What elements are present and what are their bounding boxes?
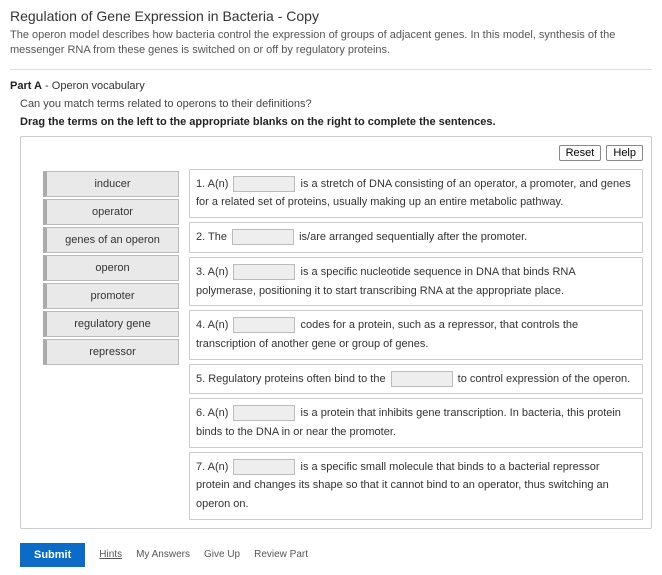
divider	[10, 69, 652, 70]
def-text: 7. A(n)	[196, 461, 231, 473]
blank-7[interactable]	[233, 459, 295, 475]
term-repressor[interactable]: repressor	[43, 339, 179, 365]
def-text: 1. A(n)	[196, 178, 231, 190]
definition-7: 7. A(n) is a specific small molecule tha…	[189, 452, 643, 520]
def-text: 5. Regulatory proteins often bind to the	[196, 373, 389, 385]
help-button[interactable]: Help	[606, 145, 643, 161]
part-label-rest: - Operon vocabulary	[42, 80, 145, 92]
review-part-link[interactable]: Review Part	[254, 549, 308, 560]
blank-2[interactable]	[232, 229, 294, 245]
def-text: to control expression of the operon.	[455, 373, 631, 385]
def-text: 2. The	[196, 231, 230, 243]
instruction-text: Drag the terms on the left to the approp…	[10, 116, 652, 128]
definition-4: 4. A(n) codes for a protein, such as a r…	[189, 310, 643, 359]
def-text: 4. A(n)	[196, 319, 231, 331]
def-text: is/are arranged sequentially after the p…	[296, 231, 527, 243]
term-operator[interactable]: operator	[43, 199, 179, 225]
term-genes-of-an-operon[interactable]: genes of an operon	[43, 227, 179, 253]
blank-4[interactable]	[233, 317, 295, 333]
submit-button[interactable]: Submit	[20, 543, 85, 567]
page-title: Regulation of Gene Expression in Bacteri…	[10, 8, 652, 24]
term-inducer[interactable]: inducer	[43, 171, 179, 197]
def-text: 3. A(n)	[196, 266, 231, 278]
definitions-column: 1. A(n) is a stretch of DNA consisting o…	[189, 169, 643, 520]
definition-1: 1. A(n) is a stretch of DNA consisting o…	[189, 169, 643, 218]
question-text: Can you match terms related to operons t…	[10, 98, 652, 110]
hints-link[interactable]: Hints	[99, 549, 122, 560]
intro-text: The operon model describes how bacteria …	[10, 28, 652, 59]
term-operon[interactable]: operon	[43, 255, 179, 281]
term-promoter[interactable]: promoter	[43, 283, 179, 309]
give-up-link[interactable]: Give Up	[204, 549, 240, 560]
reset-button[interactable]: Reset	[559, 145, 602, 161]
blank-5[interactable]	[391, 371, 453, 387]
definition-3: 3. A(n) is a specific nucleotide sequenc…	[189, 257, 643, 306]
part-label: Part A - Operon vocabulary	[10, 80, 652, 92]
definition-5: 5. Regulatory proteins often bind to the…	[189, 364, 643, 395]
my-answers-link[interactable]: My Answers	[136, 549, 190, 560]
footer-bar: Submit Hints My Answers Give Up Review P…	[10, 543, 652, 567]
part-label-bold: Part A	[10, 80, 42, 92]
work-area: Reset Help inducer operator genes of an …	[20, 136, 652, 529]
definition-6: 6. A(n) is a protein that inhibits gene …	[189, 398, 643, 447]
blank-6[interactable]	[233, 405, 295, 421]
definition-2: 2. The is/are arranged sequentially afte…	[189, 222, 643, 253]
def-text: 6. A(n)	[196, 407, 231, 419]
blank-3[interactable]	[233, 264, 295, 280]
term-regulatory-gene[interactable]: regulatory gene	[43, 311, 179, 337]
blank-1[interactable]	[233, 176, 295, 192]
terms-column: inducer operator genes of an operon oper…	[29, 169, 179, 520]
